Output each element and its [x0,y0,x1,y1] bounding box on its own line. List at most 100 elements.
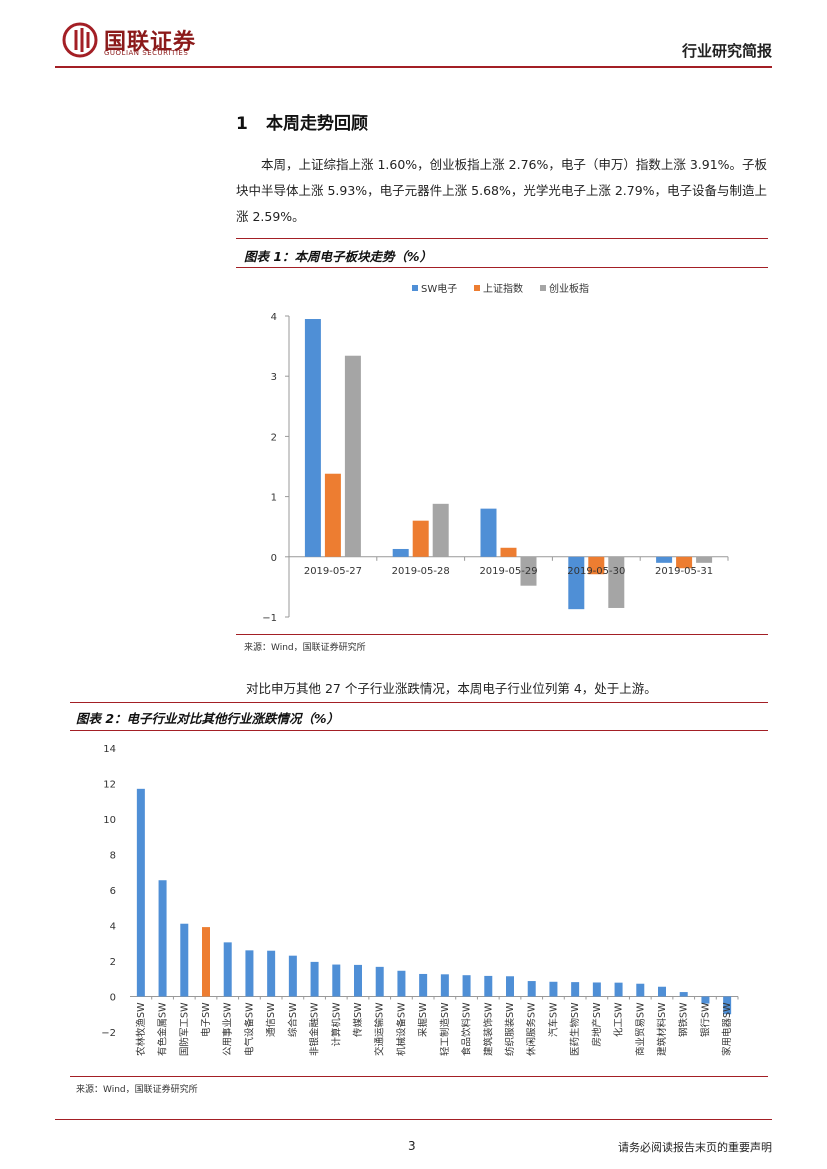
x-tick-label: 休闲服务SW [526,1002,538,1056]
bar [656,556,673,563]
document-type: 行业研究简报 [681,42,772,60]
x-tick-label: 非银金融SW [309,1002,321,1056]
bar [419,973,428,997]
bar [310,961,319,997]
bar [324,473,341,557]
bar [462,975,471,997]
bar [223,942,232,997]
bar [500,547,517,557]
x-tick-label: 公用事业SW [222,1002,234,1056]
figure1-title: 图表 1：本周电子板块走势（%） [244,249,433,264]
bar [158,880,167,997]
y-tick-label: −1 [262,613,277,624]
bar [608,556,625,608]
y-tick-label: 3 [271,372,277,383]
x-tick-label: 2019-05-31 [655,566,713,577]
section-title: 1 本周走势回顾 [236,109,368,134]
bar [397,970,406,997]
figure2-bottom-rule [70,1076,768,1077]
x-tick-label: 农林牧渔SW [135,1002,147,1056]
legend-swatch [474,285,480,291]
figure1-source: 来源：Wind，国联证券研究所 [244,643,366,653]
x-tick-label: 汽车SW [547,1002,559,1037]
bar [304,319,321,557]
bar [412,520,429,557]
bar [136,788,145,997]
y-tick-label: 10 [103,815,116,826]
x-tick-label: 机械设备SW [395,1002,407,1056]
x-tick-label: 2019-05-29 [479,566,537,577]
x-tick-label: 轻工制造SW [439,1002,451,1056]
bar [432,503,449,557]
y-tick-label: 6 [110,886,116,897]
bar [484,975,493,997]
x-tick-label: 房地产SW [591,1002,603,1047]
y-tick-label: 4 [271,312,277,323]
page-number: 3 [408,1139,416,1153]
legend-label: 上证指数 [483,282,523,295]
x-tick-label: 有色金属SW [157,1002,169,1056]
bar [723,996,732,1015]
bar [696,556,713,563]
x-tick-label: 2019-05-28 [392,566,450,577]
x-tick-label: 传媒SW [352,1002,364,1037]
figure1-title-rule [236,267,768,268]
paragraph-ranking: 对比申万其他 27 个子行业涨跌情况，本周电子行业位列第 4，处于上游。 [246,681,657,696]
legend-label: SW电子 [421,282,457,295]
bar [245,950,254,997]
bar [549,981,558,997]
y-tick-label: 2 [110,957,116,968]
x-tick-label: 家用电器SW [721,1002,733,1056]
y-tick-label: 1 [271,493,277,504]
x-tick-label: 通信SW [265,1002,277,1037]
x-tick-label: 国防军工SW [178,1002,190,1056]
x-tick-label: 电子SW [200,1002,212,1037]
legend-label: 创业板指 [549,282,589,295]
bar [568,556,585,610]
x-tick-label: 商业贸易SW [634,1002,646,1056]
y-tick-label: 12 [103,780,116,791]
bar [392,548,409,557]
x-tick-label: 交通运输SW [374,1002,386,1056]
figure1-top-rule [236,238,768,239]
bar [520,556,537,586]
bar [440,974,449,997]
footer-divider [55,1119,772,1120]
x-tick-label: 2019-05-27 [304,566,362,577]
x-tick-label: 计算机SW [330,1002,342,1047]
y-tick-label: 4 [110,922,116,933]
x-tick-label: 建筑装饰SW [482,1002,494,1056]
x-tick-label: 银行SW [699,1002,711,1037]
y-tick-label: 14 [103,744,116,755]
bar [375,966,384,997]
bar [202,927,210,997]
header-divider [55,66,772,68]
bar [571,982,580,997]
y-tick-label: 0 [271,553,277,564]
bar [676,556,693,569]
y-tick-label: −2 [101,1028,116,1039]
y-tick-label: 2 [271,432,277,443]
bar [658,986,666,997]
figure2-top-rule [70,702,768,703]
x-tick-label: 综合SW [287,1002,299,1037]
bar [506,976,514,997]
logo-icon [62,22,98,58]
footer-disclaimer: 请务必阅读报告末页的重要声明 [618,1141,772,1154]
bar [344,355,361,557]
x-tick-label: 医药生物SW [569,1002,581,1056]
x-tick-label: 化工SW [613,1002,625,1037]
x-tick-label: 电气设备SW [243,1002,255,1056]
bar [288,955,297,997]
y-tick-label: 8 [110,851,116,862]
bar [588,556,605,575]
bar [614,982,623,997]
figure2-title: 图表 2：电子行业对比其他行业涨跌情况（%） [76,711,340,726]
bar [480,508,497,557]
x-tick-label: 建筑材料SW [656,1002,668,1056]
logo-subtext: GUOLIAN SECURITIES [104,49,189,57]
figure1-chart: SW电子 上证指数 创业板指 −1 0 1 2 3 4 2019-05-27 2019-05-28 2… [262,282,729,624]
figure2-chart: −2 0 2 4 6 8 10 12 14 农林牧渔SW 有色金属SW 国防军工SW 电子SW 公用事业S… [101,744,739,1056]
x-tick-label: 2019-05-30 [567,566,625,577]
bar [636,983,645,997]
